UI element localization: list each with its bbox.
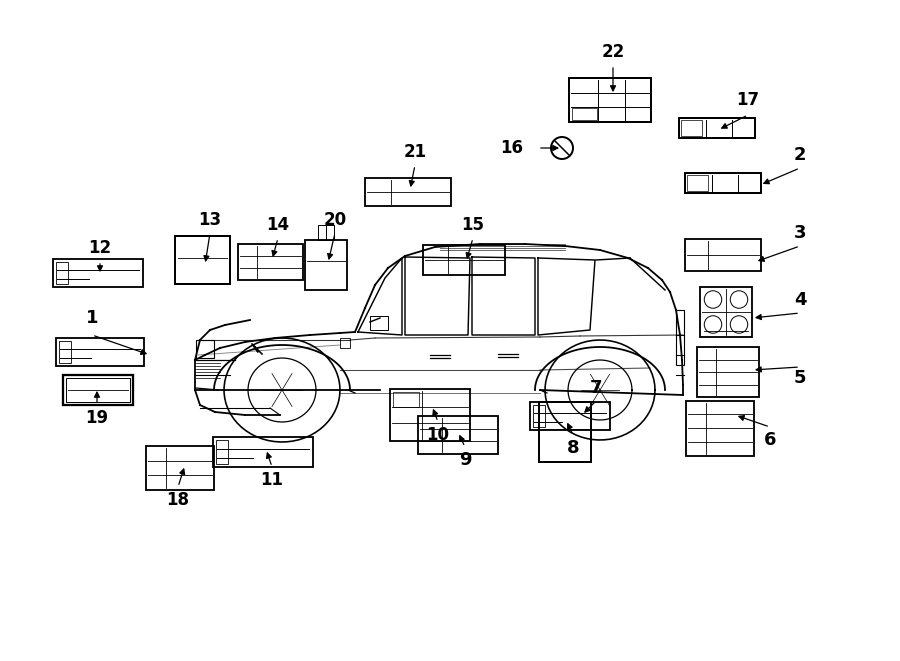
Bar <box>681 120 702 136</box>
Bar <box>679 118 755 138</box>
Bar <box>175 236 230 284</box>
Bar <box>533 405 545 427</box>
Text: 17: 17 <box>736 91 760 109</box>
Text: 5: 5 <box>794 369 806 387</box>
Bar <box>305 240 347 290</box>
Text: 11: 11 <box>260 471 284 489</box>
Bar <box>390 389 470 441</box>
Text: 3: 3 <box>794 224 806 242</box>
Text: 10: 10 <box>427 426 449 444</box>
Bar <box>216 440 228 464</box>
Text: 20: 20 <box>323 211 346 229</box>
Bar <box>56 262 68 284</box>
Bar <box>213 437 313 467</box>
Bar <box>63 375 133 405</box>
Bar <box>53 259 143 287</box>
Bar <box>687 175 708 191</box>
Bar <box>340 338 350 348</box>
Text: 22: 22 <box>601 43 625 61</box>
Bar <box>530 402 610 430</box>
Text: 13: 13 <box>198 211 221 229</box>
Bar <box>370 316 388 330</box>
Bar <box>238 244 302 280</box>
Text: 4: 4 <box>794 291 806 309</box>
Bar <box>572 108 597 120</box>
Text: 1: 1 <box>86 309 98 327</box>
Text: 8: 8 <box>567 439 580 457</box>
Bar <box>365 178 451 206</box>
Bar <box>569 78 651 122</box>
Text: 7: 7 <box>590 379 602 397</box>
Text: 16: 16 <box>500 139 524 157</box>
Text: 9: 9 <box>459 451 472 469</box>
Bar <box>196 340 214 358</box>
Text: 12: 12 <box>88 239 112 257</box>
Bar <box>393 392 419 407</box>
Bar <box>56 338 144 366</box>
Bar <box>697 347 759 397</box>
Text: 15: 15 <box>462 216 484 234</box>
Bar <box>685 173 761 193</box>
Bar <box>59 341 71 363</box>
Text: 18: 18 <box>166 491 190 509</box>
Bar <box>700 287 752 337</box>
Bar <box>539 402 591 462</box>
Bar <box>686 401 754 455</box>
Bar <box>685 239 761 271</box>
Text: 21: 21 <box>403 143 427 161</box>
Text: 19: 19 <box>86 409 109 427</box>
Bar <box>146 446 214 490</box>
Bar <box>423 245 505 275</box>
Bar <box>676 310 684 365</box>
Text: 14: 14 <box>266 216 290 234</box>
Text: 6: 6 <box>764 431 776 449</box>
Bar <box>418 416 498 454</box>
Bar <box>318 225 335 240</box>
Text: 2: 2 <box>794 146 806 164</box>
Bar <box>66 378 130 402</box>
